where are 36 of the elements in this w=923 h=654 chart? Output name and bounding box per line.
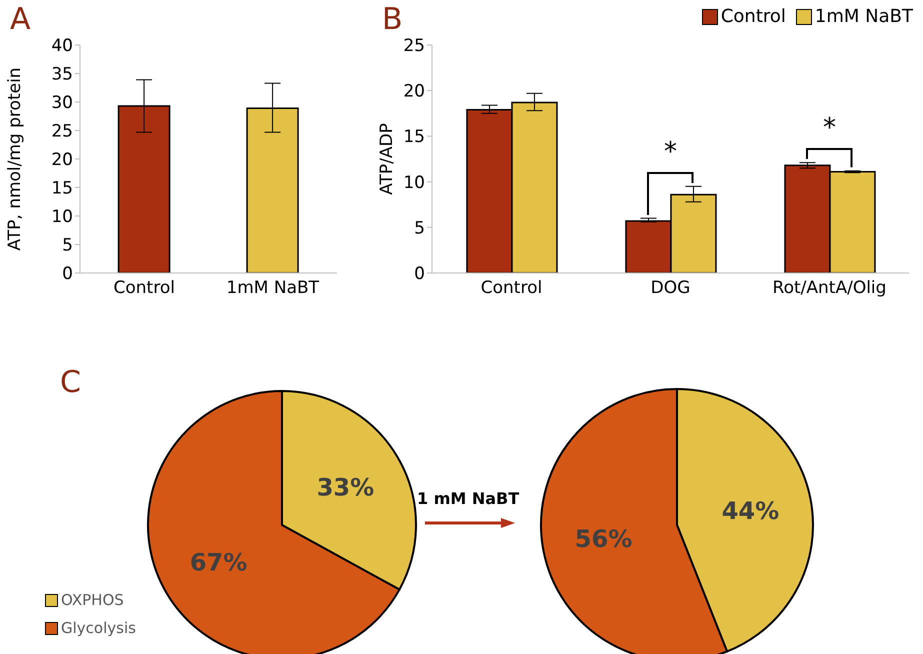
legend-label: 1mM NaBT	[814, 6, 913, 27]
x-tick-label: Control	[114, 278, 175, 298]
data-label: 67%	[190, 548, 248, 577]
y-tick-label: 25	[403, 36, 425, 56]
y-tick-label: 40	[51, 36, 73, 56]
y-tick-label: 25	[51, 122, 73, 142]
annotation: *	[822, 112, 837, 143]
y-tick-label: 0	[414, 264, 425, 284]
y-tick-label: 5	[414, 218, 425, 238]
y-tick-label: 5	[62, 236, 73, 256]
y-axis-title: ATP, nmol/mg protein	[5, 67, 26, 251]
chart-title: B	[382, 2, 403, 37]
data-label: 56%	[574, 525, 632, 554]
data-label: 44%	[722, 496, 780, 525]
chart-title: A	[10, 2, 31, 37]
y-tick-label: 20	[403, 82, 425, 102]
y-tick-label: 20	[51, 150, 73, 170]
legend-label: OXPHOS	[61, 590, 124, 611]
x-tick-label: Control	[480, 278, 542, 298]
text: 1 mM NaBT	[417, 489, 520, 508]
y-tick-label: 0	[62, 264, 73, 284]
x-tick-label: DOG	[650, 278, 690, 298]
y-tick-label: 15	[51, 178, 73, 199]
legend-label: Glycolysis	[61, 618, 136, 639]
y-tick-label: 35	[51, 64, 73, 85]
data-label: 33%	[316, 473, 374, 502]
y-tick-label: 10	[403, 172, 425, 193]
y-tick-label: 30	[51, 93, 73, 114]
x-tick-label: 1mM NaBT	[226, 278, 320, 298]
annotation: *	[663, 136, 678, 167]
y-tick-label: 15	[403, 127, 425, 148]
y-tick-label: 10	[51, 207, 73, 228]
chart-title: C	[60, 365, 81, 400]
x-tick-label: Rot/AntA/Olig	[772, 278, 886, 298]
legend-label: Control	[720, 6, 786, 27]
y-axis-title: ATP/ADP	[377, 123, 398, 195]
